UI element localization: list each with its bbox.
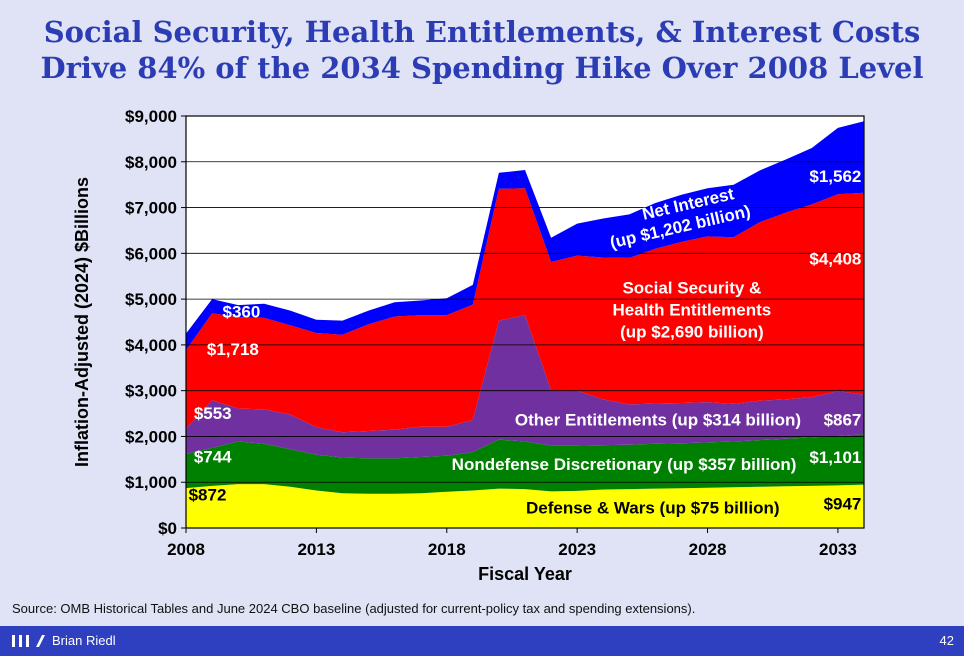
x-axis-label: Fiscal Year <box>478 564 572 584</box>
area-series-2 <box>186 315 864 459</box>
x-tick-label: 2018 <box>428 540 466 559</box>
y-tick-label: $1,000 <box>125 473 177 492</box>
logo-icon <box>12 635 45 647</box>
page-number: 42 <box>939 633 954 648</box>
data-label: $947 <box>824 495 862 514</box>
data-label: Health Entitlements <box>613 301 772 320</box>
x-tick-label: 2028 <box>689 540 727 559</box>
data-label: $1,562 <box>809 167 861 186</box>
y-tick-label: $2,000 <box>125 427 177 446</box>
y-tick-label: $4,000 <box>125 336 177 355</box>
y-tick-label: $3,000 <box>125 382 177 401</box>
area-series-1 <box>186 434 864 494</box>
footer-bar: Brian Riedl 42 <box>0 626 964 656</box>
data-label: $1,718 <box>207 340 259 359</box>
data-label: $553 <box>194 404 232 423</box>
x-tick-label: 2008 <box>167 540 205 559</box>
area-series-3 <box>186 188 864 433</box>
data-label: Social Security & <box>622 279 761 298</box>
data-label: Defense & Wars (up $75 billion) <box>526 498 779 517</box>
data-label: $744 <box>194 448 232 467</box>
y-tick-label: $8,000 <box>125 153 177 172</box>
plot-border <box>185 115 865 529</box>
data-label: Other Entitlements (up $314 billion) <box>515 410 801 429</box>
data-label: $360 <box>223 302 261 321</box>
area-series-0 <box>186 484 864 528</box>
stacked-area-chart: $0 $1,000 $2,000 $3,000 $4,000 $5,000 $6,000 $7… <box>72 107 865 584</box>
y-axis-label: Inflation-Adjusted (2024) $Billions <box>72 177 92 467</box>
x-tick-label: 2023 <box>558 540 596 559</box>
title-line-1: Social Security, Health Entitlements, & … <box>43 15 921 49</box>
area-series-4 <box>186 121 864 351</box>
y-tick-label: $5,000 <box>125 290 177 309</box>
x-tick-label: 2033 <box>819 540 857 559</box>
data-label: $867 <box>824 410 862 429</box>
y-tick-label: $9,000 <box>125 107 177 126</box>
data-label: Nondefense Discretionary (up $357 billio… <box>452 455 797 474</box>
data-label: $872 <box>189 486 227 505</box>
y-tick-label: $6,000 <box>125 244 177 263</box>
source-note: Source: OMB Historical Tables and June 2… <box>12 601 696 616</box>
footer-author: Brian Riedl <box>52 633 116 648</box>
x-tick-label: 2013 <box>297 540 335 559</box>
y-tick-label: $7,000 <box>125 199 177 218</box>
data-label: $1,101 <box>809 448 861 467</box>
title-line-2: Drive 84% of the 2034 Spending Hike Over… <box>40 51 924 85</box>
y-tick-label: $0 <box>158 519 177 538</box>
data-label: (up $2,690 billion) <box>620 323 764 342</box>
data-label: $4,408 <box>809 249 861 268</box>
page-title: Social Security, Health Entitlements, & … <box>0 14 964 86</box>
